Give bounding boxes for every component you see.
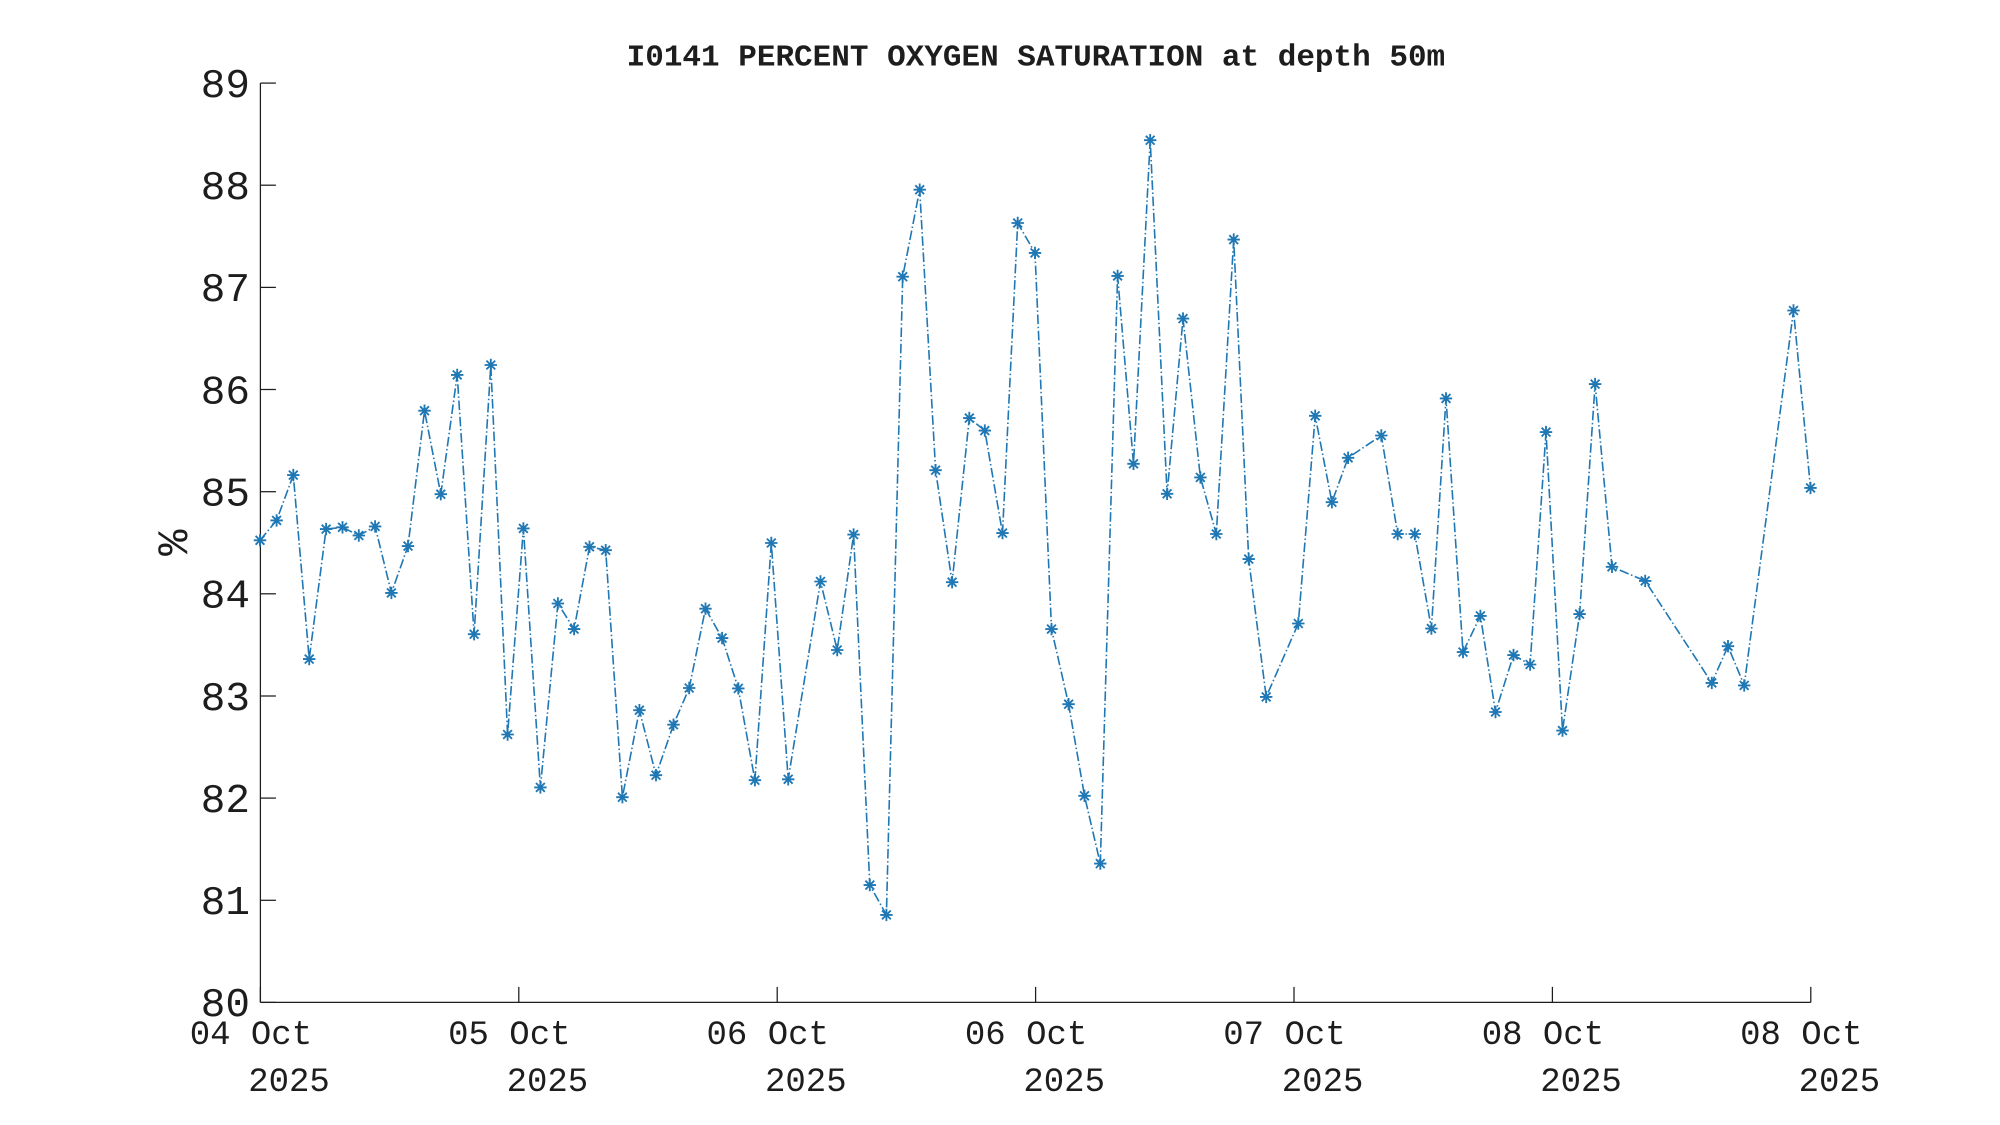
svg-text:88: 88 bbox=[201, 166, 250, 212]
svg-text:80: 80 bbox=[201, 983, 250, 1029]
svg-text:2025: 2025 bbox=[248, 1064, 330, 1102]
svg-text:86: 86 bbox=[201, 370, 250, 416]
svg-text:04 Oct: 04 Oct bbox=[190, 1017, 312, 1055]
svg-text:2025: 2025 bbox=[1282, 1064, 1364, 1102]
svg-text:%: % bbox=[151, 529, 201, 556]
svg-text:06 Oct: 06 Oct bbox=[965, 1017, 1087, 1055]
svg-text:05 Oct: 05 Oct bbox=[448, 1017, 570, 1055]
svg-text:85: 85 bbox=[201, 473, 250, 519]
svg-text:2025: 2025 bbox=[1540, 1064, 1622, 1102]
svg-text:07 Oct: 07 Oct bbox=[1223, 1017, 1345, 1055]
svg-text:08 Oct: 08 Oct bbox=[1740, 1017, 1862, 1055]
svg-text:83: 83 bbox=[201, 677, 250, 723]
svg-text:2025: 2025 bbox=[1799, 1064, 1881, 1102]
svg-text:82: 82 bbox=[201, 779, 250, 825]
svg-text:2025: 2025 bbox=[507, 1064, 589, 1102]
svg-text:I0141 PERCENT OXYGEN SATURATIO: I0141 PERCENT OXYGEN SATURATION at depth… bbox=[627, 40, 1446, 75]
svg-text:08 Oct: 08 Oct bbox=[1482, 1017, 1604, 1055]
svg-text:89: 89 bbox=[201, 64, 250, 110]
svg-text:06 Oct: 06 Oct bbox=[706, 1017, 828, 1055]
svg-text:2025: 2025 bbox=[1023, 1064, 1105, 1102]
svg-text:87: 87 bbox=[201, 268, 250, 314]
svg-text:81: 81 bbox=[201, 881, 250, 927]
svg-text:84: 84 bbox=[201, 575, 250, 621]
svg-text:2025: 2025 bbox=[765, 1064, 847, 1102]
